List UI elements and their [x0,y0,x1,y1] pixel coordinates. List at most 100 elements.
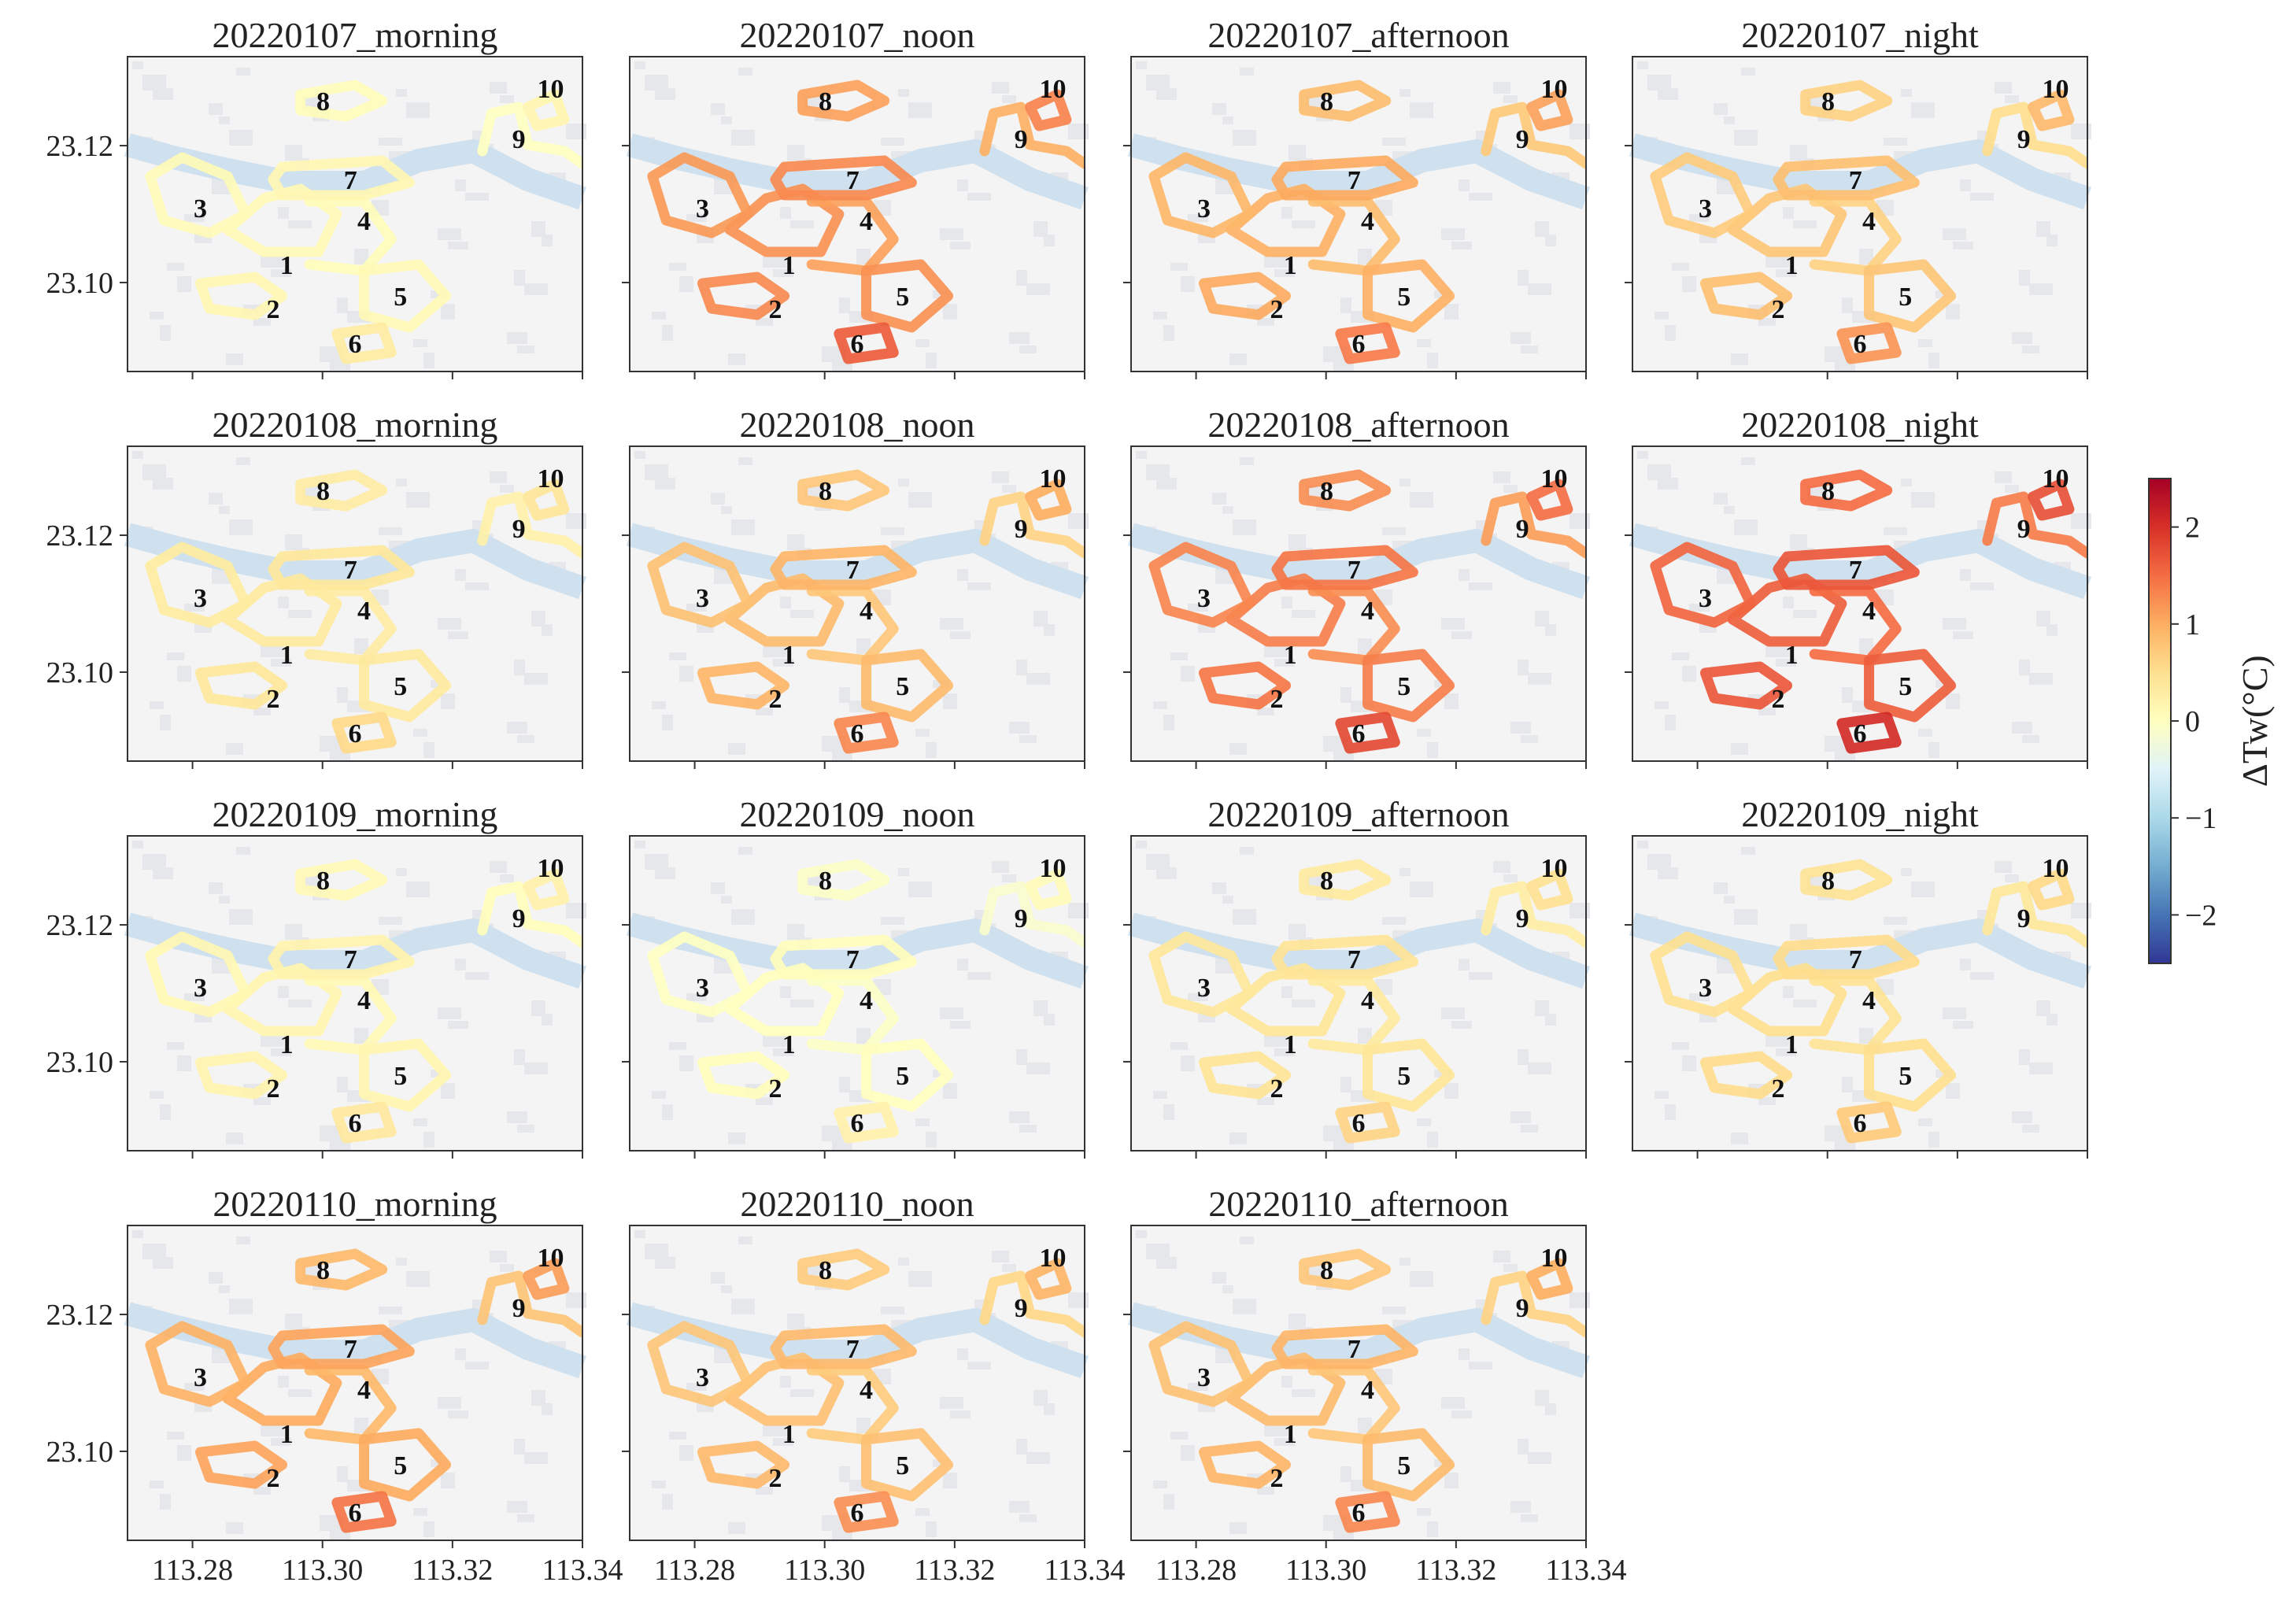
panel-title: 20220109_morning [213,794,498,834]
basemap-block [908,1271,932,1287]
basemap-block [226,1522,243,1534]
basemap-block [1019,1125,1037,1133]
route-path-10 [2028,479,2075,521]
basemap-block [2046,1014,2058,1026]
basemap-block [229,909,253,925]
routes [145,859,582,1144]
route-label: 5 [1899,283,1912,312]
basemap-block [1181,276,1195,292]
route-label: 2 [266,1074,279,1103]
basemap-block [1943,1007,1966,1019]
basemap-block [1510,722,1531,734]
basemap-block [150,1480,164,1488]
route-path-8 [1299,859,1392,901]
basemap-block [354,638,368,654]
basemap-block [132,61,143,69]
route-path-2 [1699,272,1793,320]
basemap-block [177,1055,191,1071]
basemap-block [236,457,250,465]
panel-frame [629,835,1085,1151]
basemap-block [1016,660,1027,675]
route-path-4 [304,586,397,666]
basemap-block [1995,82,2012,94]
basemap-block [1493,1251,1510,1262]
route-label: 7 [344,556,357,585]
basemap-block [1444,1473,1459,1488]
route-label: 10 [2043,75,2069,104]
route-path-6 [331,322,397,364]
route-label: 6 [1352,1109,1366,1138]
panel-frame [629,56,1085,372]
basemap-block [1758,708,1776,715]
route-label: 4 [357,597,371,626]
basemap-block [1444,304,1459,320]
route-path-9 [1982,491,2087,559]
routes [145,1248,582,1533]
route-label: 8 [316,477,330,506]
basemap-block [542,624,553,636]
route-path-10 [523,1258,570,1300]
route-path-8 [1800,79,1893,122]
map-panel: 20220109_night 12 3 4 5 6 7 8 9 10 [1625,794,2091,1159]
basemap-block [1441,1397,1465,1409]
route-label: 2 [266,295,279,324]
route-path-7 [770,1324,917,1370]
basemap-block [1451,1410,1472,1418]
route-label: 10 [1541,75,1568,104]
basemap-block [2046,624,2058,636]
basemap-block [1724,896,1735,904]
basemap-block [790,220,814,228]
route-path-3 [1148,542,1255,628]
basemap-block [406,102,430,118]
basemap-block [1682,1055,1696,1071]
basemap-block [943,1473,957,1488]
basemap-block [1672,652,1689,660]
route-path-7 [770,934,917,980]
basemap-block [1741,847,1755,855]
route-label: 6 [1854,330,1867,359]
basemap-block [423,1132,434,1148]
basemap-block [1281,597,1292,608]
route-path-7 [268,545,415,590]
basemap-block [261,645,284,657]
route-label: 1 [280,251,294,280]
basemap-block [967,972,991,980]
basemap-block [1382,917,1406,925]
route-label: 2 [1771,295,1784,324]
basemap-block [1689,214,1710,222]
route-path-10 [1025,479,1072,521]
basemap-block [839,298,850,313]
basemap-block [1459,569,1470,581]
route-label: 3 [696,584,709,613]
basemap-block [1960,569,1971,581]
route-path-10 [1025,1258,1072,1300]
route-path-6 [1335,1491,1400,1533]
route-label: 2 [768,1074,782,1103]
route-label: 3 [1699,194,1712,224]
basemap-block [731,519,755,535]
route-path-1 [1727,183,1847,257]
basemap-block [1427,742,1438,758]
basemap-block [1019,346,1037,353]
basemap-block [1340,298,1351,313]
basemap-block [278,597,289,608]
basemap-block [711,882,725,894]
basemap-block [787,1314,804,1329]
route-label: 9 [1516,515,1529,544]
panel-title: 20220108_morning [213,405,498,445]
basemap-block [1410,1271,1433,1287]
basemap-block [1521,1514,1538,1522]
panel-title: 20220108_afternoon [1207,405,1509,445]
route-path-5 [1362,1038,1455,1112]
route-path-10 [1526,479,1573,521]
basemap-block [1765,1035,1789,1047]
route-path-5 [1362,649,1455,723]
basemap-block [1647,464,1671,480]
basemap-block [721,506,732,514]
basemap-block [915,339,930,347]
basemap-block [1510,1111,1531,1123]
basemap-block [1793,610,1817,618]
basemap-block [1946,304,1960,320]
basemap-block [1264,1425,1288,1436]
route-label: 7 [1849,945,1862,974]
